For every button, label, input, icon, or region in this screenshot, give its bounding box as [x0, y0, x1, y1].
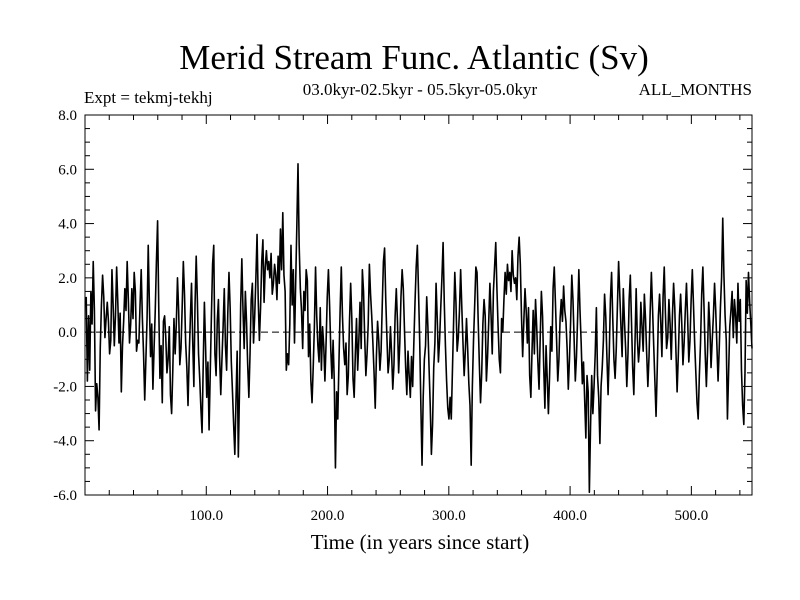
- axis-tick-labels: -6.0 -4.0 -2.0 0.0 2.0 4.0 6.0 8.0 100.0 200.0 300…: [53, 108, 708, 524]
- y-tick-label: 6.0: [58, 162, 77, 178]
- y-tick-label: -6.0: [53, 488, 77, 504]
- experiment-label: Expt = tekmj-tekhj: [84, 88, 213, 107]
- y-tick-label: 2.0: [58, 271, 77, 287]
- series-line: [85, 163, 753, 494]
- period-label: 03.0kyr-02.5kyr - 05.5kyr-05.0kyr: [302, 80, 538, 99]
- y-tick-label: 0.0: [58, 325, 77, 341]
- y-tick-label: 8.0: [58, 108, 77, 124]
- x-tick-label: 300.0: [432, 508, 466, 524]
- x-tick-label: 400.0: [553, 508, 587, 524]
- y-tick-label: -2.0: [53, 379, 77, 395]
- x-tick-label: 200.0: [311, 508, 345, 524]
- x-tick-label: 500.0: [674, 508, 708, 524]
- x-tick-label: 100.0: [189, 508, 223, 524]
- chart-title: Merid Stream Func. Atlantic (Sv): [179, 38, 649, 77]
- plot-frame: [84, 114, 753, 496]
- x-axis-label: Time (in years since start): [311, 530, 530, 554]
- season-label: ALL_MONTHS: [638, 80, 752, 99]
- y-tick-label: -4.0: [53, 434, 77, 450]
- axis-ticks: [85, 114, 752, 496]
- y-tick-label: 4.0: [58, 217, 77, 233]
